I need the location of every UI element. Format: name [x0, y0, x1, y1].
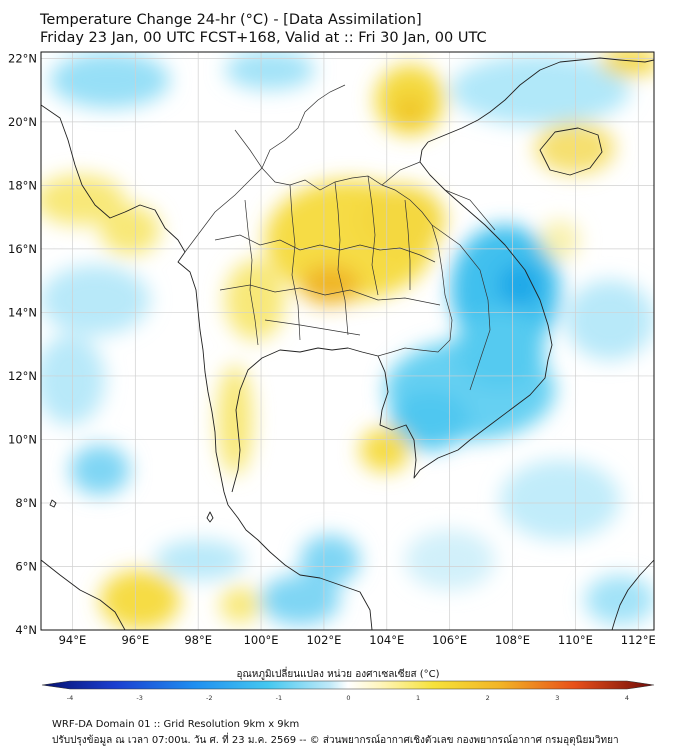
- sumatra-coast: [41, 559, 126, 630]
- footer-credit: ปรับปรุงข้อมูล ณ เวลา 07:00น. วัน ศ. ที่…: [52, 735, 619, 746]
- coastlines: [41, 57, 654, 630]
- lon-label: 106°E: [432, 633, 467, 647]
- colorbar-tick-label: -1: [276, 694, 282, 702]
- lon-label: 96°E: [121, 633, 149, 647]
- vietnam-north-coast: [427, 57, 654, 143]
- colorbar-tick-label: 1: [416, 694, 420, 702]
- lon-label: 110°E: [558, 633, 593, 647]
- lon-label: 102°E: [306, 633, 341, 647]
- map-frame: [40, 51, 655, 631]
- lon-label: 112°E: [621, 633, 656, 647]
- lat-label: 4°N: [15, 623, 37, 637]
- plot-area: [41, 52, 654, 630]
- lat-label: 14°N: [8, 305, 37, 319]
- myanmar-coast: [41, 104, 229, 506]
- map-subtitle: Friday 23 Jan, 00 UTC FCST+168, Valid at…: [40, 30, 487, 46]
- lat-label: 10°N: [8, 432, 37, 446]
- lat-label: 16°N: [8, 242, 37, 256]
- lat-label: 6°N: [15, 559, 37, 573]
- footer-domain-info: WRF-DA Domain 01 :: Grid Resolution 9km …: [52, 719, 300, 730]
- lon-label: 94°E: [59, 633, 87, 647]
- colorbar-label: อุณหภูมิเปลี่ยนแปลง หน่วย องศาเซลเซียส (…: [236, 669, 440, 680]
- map-title: Temperature Change 24-hr (°C) - [Data As…: [40, 12, 422, 28]
- lat-label: 8°N: [15, 496, 37, 510]
- lat-label: 12°N: [8, 369, 37, 383]
- colorbar-tick-label: 4: [625, 694, 629, 702]
- colorbar: -4 -3 -2 -1 0 1 2 3 4: [41, 680, 655, 702]
- longitude-labels: 94°E 96°E 98°E 100°E 102°E 104°E 106°E 108°E 110…: [59, 633, 656, 647]
- peninsula-east-coast: [231, 347, 379, 493]
- borders: [184, 84, 496, 391]
- colorbar-ticks: -4 -3 -2 -1 0 1 2 3 4: [67, 694, 629, 702]
- lon-label: 108°E: [495, 633, 530, 647]
- colorbar-tick-label: 2: [486, 694, 490, 702]
- lon-label: 104°E: [369, 633, 404, 647]
- island-2: [206, 511, 214, 523]
- lat-label: 18°N: [8, 178, 37, 192]
- lat-label: 22°N: [8, 51, 37, 65]
- lat-label: 20°N: [8, 115, 37, 129]
- colorbar-tick-label: 0: [346, 694, 350, 702]
- colorbar-tick-label: -3: [136, 694, 142, 702]
- gulf-of-thailand-coast: [227, 504, 373, 630]
- cambodia-coast: [377, 141, 553, 479]
- borneo-coast: [611, 559, 654, 630]
- graticule: [41, 52, 654, 630]
- island-1: [49, 499, 57, 508]
- lon-label: 98°E: [184, 633, 212, 647]
- colorbar-tick-label: -2: [206, 694, 212, 702]
- lon-label: 100°E: [244, 633, 279, 647]
- latitude-labels: 22°N 20°N 18°N 16°N 14°N 12°N 10°N 8°N 6°N 4°N: [8, 51, 37, 637]
- colorbar-bar: [41, 680, 655, 690]
- hainan-island: [539, 127, 603, 176]
- colorbar-tick-label: -4: [67, 694, 73, 702]
- colorbar-tick-label: 3: [555, 694, 559, 702]
